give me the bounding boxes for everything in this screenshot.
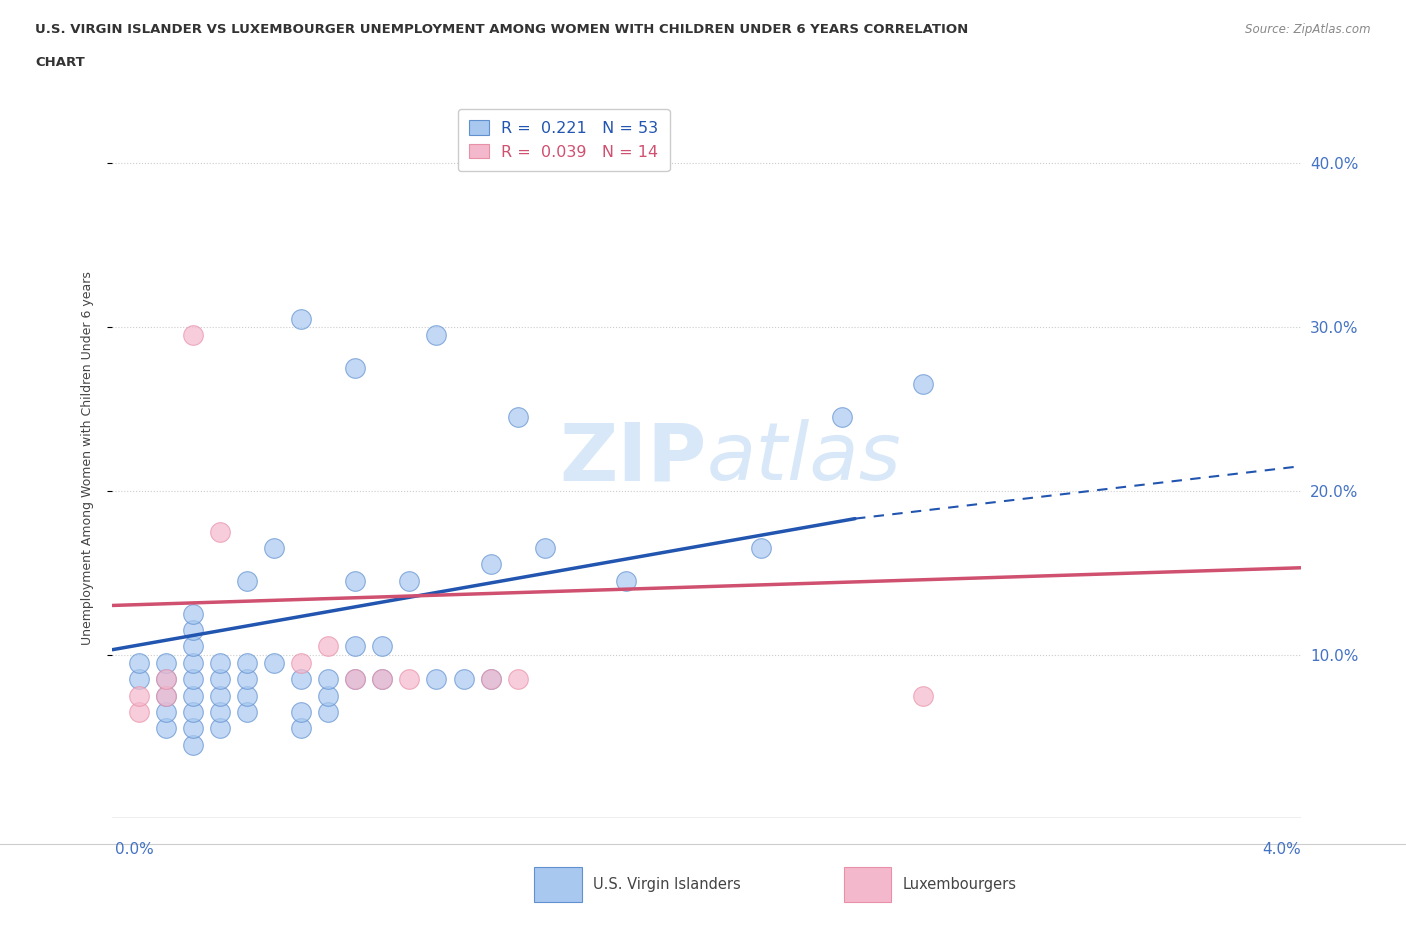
Point [263,656,285,671]
Point [398,574,420,589]
Point [344,639,367,654]
Point [236,574,259,589]
Point [479,671,502,686]
Point [290,656,312,671]
Point [911,688,934,703]
Point [533,540,555,555]
Text: U.S. Virgin Islanders: U.S. Virgin Islanders [593,877,741,892]
Point [183,656,205,671]
Point [263,540,285,555]
Point [183,606,205,621]
Point [371,671,394,686]
Point [209,671,232,686]
Text: 4.0%: 4.0% [1261,842,1301,857]
Point [911,377,934,392]
Point [183,327,205,342]
Point [155,688,177,703]
Point [344,671,367,686]
Point [344,671,367,686]
Point [183,671,205,686]
Point [155,721,177,736]
Point [209,688,232,703]
FancyBboxPatch shape [844,867,891,902]
Point [183,705,205,720]
Text: Source: ZipAtlas.com: Source: ZipAtlas.com [1246,23,1371,36]
Point [506,409,529,424]
Text: Luxembourgers: Luxembourgers [903,877,1017,892]
Point [453,671,475,686]
Point [155,671,177,686]
Point [398,671,420,686]
Point [155,671,177,686]
Point [209,525,232,539]
Point [183,737,205,752]
Text: atlas: atlas [707,419,901,497]
Point [290,312,312,326]
Point [506,671,529,686]
Point [209,705,232,720]
Point [236,656,259,671]
Point [183,721,205,736]
Point [290,671,312,686]
Y-axis label: Unemployment Among Women with Children Under 6 years: Unemployment Among Women with Children U… [82,271,94,645]
Point [344,574,367,589]
Point [425,327,447,342]
Point [318,639,340,654]
Point [236,705,259,720]
Point [344,361,367,376]
Point [290,705,312,720]
Point [318,705,340,720]
Point [209,721,232,736]
Point [183,622,205,637]
Text: ZIP: ZIP [560,419,707,497]
Point [155,656,177,671]
Point [479,671,502,686]
Text: 0.0%: 0.0% [115,842,155,857]
Legend: R =  0.221   N = 53, R =  0.039   N = 14: R = 0.221 N = 53, R = 0.039 N = 14 [458,109,669,171]
Point [128,671,150,686]
Text: U.S. VIRGIN ISLANDER VS LUXEMBOURGER UNEMPLOYMENT AMONG WOMEN WITH CHILDREN UNDE: U.S. VIRGIN ISLANDER VS LUXEMBOURGER UNE… [35,23,969,36]
Point [479,557,502,572]
Point [290,721,312,736]
Text: CHART: CHART [35,56,84,69]
Point [128,705,150,720]
Point [371,639,394,654]
Point [425,671,447,686]
Point [236,688,259,703]
Point [155,688,177,703]
Point [614,574,637,589]
Point [318,688,340,703]
Point [236,671,259,686]
Point [209,656,232,671]
FancyBboxPatch shape [534,867,582,902]
Point [749,540,772,555]
Point [831,409,853,424]
Point [318,671,340,686]
Point [128,688,150,703]
Point [155,705,177,720]
Point [128,656,150,671]
Point [371,671,394,686]
Point [183,639,205,654]
Point [183,688,205,703]
